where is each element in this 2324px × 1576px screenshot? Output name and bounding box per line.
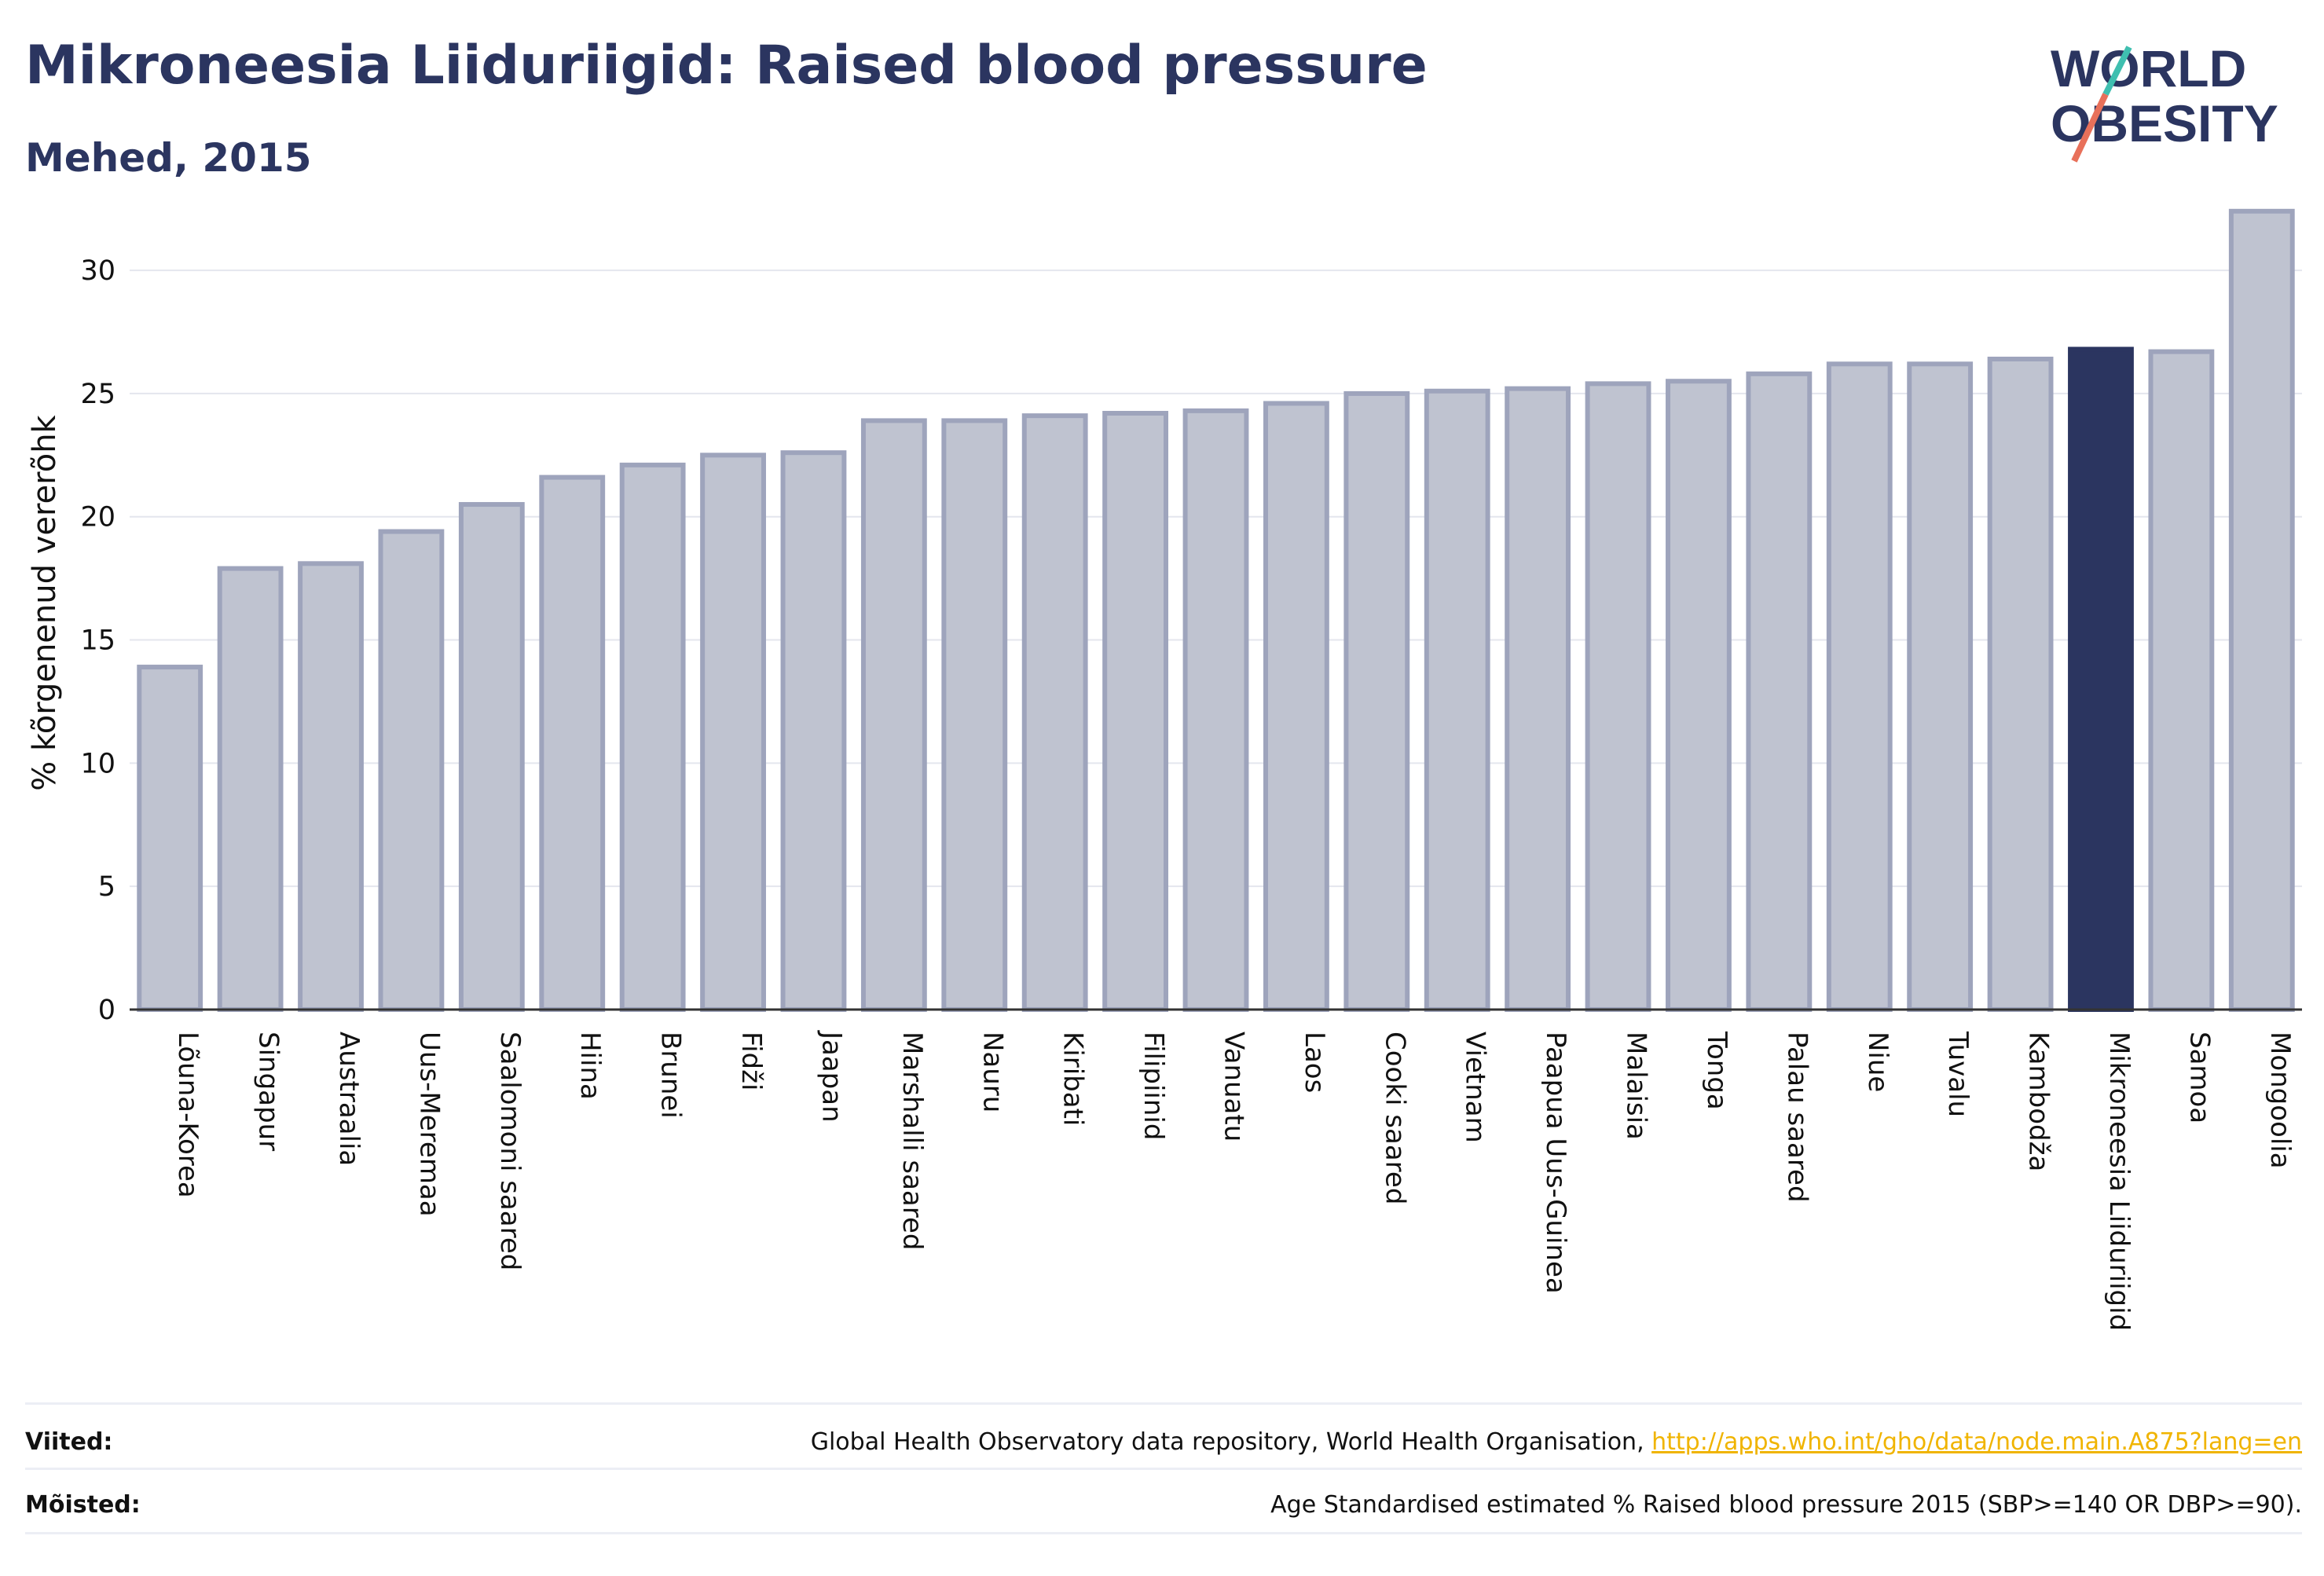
x-tick-label: Saalomoni saared [494,1032,526,1270]
x-axis-labels: Lõuna-Korea Singapur Austraalia Uus-Meremaa… [172,1030,2296,1331]
bar[interactable] [1826,361,1893,1013]
bar[interactable] [1021,413,1088,1012]
bar[interactable] [2068,346,2134,1013]
y-tick-label: 0 [98,995,115,1026]
footer-divider-top [25,1402,2302,1405]
footer-divider-bottom [25,1532,2302,1534]
bar[interactable] [941,418,1008,1012]
sources-row: Viited: Global Health Observatory data r… [25,1410,2302,1473]
bar[interactable] [2228,208,2295,1012]
bar[interactable] [378,529,445,1012]
bar[interactable] [1987,357,2054,1012]
x-tick-label: Mongoolia [2264,1032,2296,1169]
bar[interactable] [700,453,766,1012]
x-tick-label: Austraalia [333,1032,365,1166]
x-tick-label: Jaapan [816,1030,847,1123]
bar[interactable] [539,475,606,1012]
x-tick-label: Vanuatu [1219,1032,1250,1142]
y-axis-ticks: 0 5 10 15 20 25 30 [80,255,115,1026]
bar[interactable] [2148,349,2215,1013]
bar[interactable] [1343,390,1410,1012]
sources-link[interactable]: http://apps.who.int/gho/data/node.main.A… [1651,1428,2302,1456]
logo-slash-bottom [2071,93,2109,163]
y-tick-label: 5 [98,871,115,903]
chart-title: Mikroneesia Liiduriigid: Raised blood pr… [25,35,1428,97]
x-tick-label: Tuvalu [1942,1031,1974,1117]
bar[interactable] [458,502,525,1012]
bar[interactable] [1746,371,1813,1012]
x-tick-label: Brunei [655,1032,687,1119]
x-tick-label: Laos [1299,1032,1330,1093]
y-tick-label: 20 [80,502,115,533]
x-tick-label: Uus-Meremaa [413,1032,445,1217]
bar-chart: 0 5 10 15 20 25 30 Lõuna-Korea Singapur Austraal… [27,208,2302,1331]
x-tick-label: Samoa [2183,1032,2215,1123]
x-tick-label: Fidži [735,1032,767,1090]
bars [137,208,2295,1013]
x-tick-label: Tonga [1701,1031,1732,1110]
bar[interactable] [1263,401,1329,1012]
definitions-row: Mõisted: Age Standardised estimated % Ra… [25,1473,2302,1536]
logo-slash-top [2102,46,2132,96]
definitions-text: Age Standardised estimated % Raised bloo… [1270,1490,2302,1519]
x-tick-label: Filipiinid [1138,1032,1169,1140]
x-tick-label: Paapua Uus-Guinea [1540,1032,1571,1294]
x-tick-label: Niue [1862,1032,1893,1092]
chart-subtitle: Mehed, 2015 [25,135,312,181]
x-tick-label: Singapur [253,1032,284,1151]
x-tick-label: Malaisia [1621,1032,1652,1140]
x-tick-label: Nauru [977,1032,1008,1112]
logo-line1: WORLD [2051,39,2246,97]
definitions-label: Mõisted: [25,1490,141,1519]
x-tick-label: Vietnam [1460,1032,1491,1143]
x-tick-label: Mikroneesia Liiduriigid [2103,1032,2135,1331]
x-tick-label: Palau saared [1781,1032,1813,1203]
bar[interactable] [217,566,284,1012]
y-tick-label: 10 [80,748,115,779]
x-tick-label: Marshalli saared [896,1032,928,1251]
sources-value: Global Health Observatory data repositor… [811,1428,2302,1456]
bar[interactable] [780,450,847,1012]
x-tick-label: Kiribati [1058,1032,1089,1126]
y-tick-label: 15 [80,625,115,657]
bar[interactable] [860,418,927,1012]
bar[interactable] [1585,381,1651,1012]
x-tick-label: Lõuna-Korea [172,1032,203,1198]
x-tick-label: Cooki saared [1379,1032,1410,1204]
x-tick-label: Hiina [574,1032,606,1100]
bar[interactable] [619,462,686,1012]
y-tick-label: 30 [80,255,115,287]
bar[interactable] [1424,388,1490,1013]
world-obesity-logo: WORLD OBESITY [2051,39,2278,163]
bar[interactable] [1666,379,1732,1012]
x-tick-label: Kambodža [2023,1032,2055,1171]
footer-divider-middle [25,1468,2302,1470]
bar[interactable] [137,665,203,1013]
y-tick-label: 25 [80,379,115,410]
sources-text: Global Health Observatory data repositor… [810,1428,1652,1456]
bar[interactable] [1907,361,1974,1013]
y-axis-label: % kõrgenenud vererõhk [27,414,63,790]
bar[interactable] [1102,411,1169,1012]
bar[interactable] [298,561,364,1012]
bar[interactable] [1182,408,1249,1012]
sources-label: Viited: [25,1428,113,1456]
bar[interactable] [1505,386,1571,1012]
